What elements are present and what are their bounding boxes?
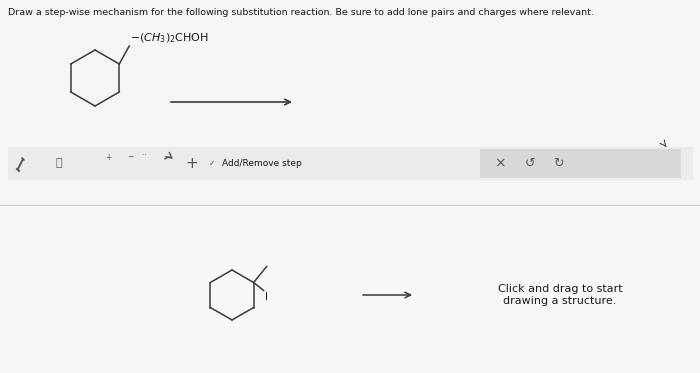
Text: ↺: ↺ xyxy=(525,157,536,169)
Bar xyxy=(140,157,151,168)
Text: $-(CH_3)_2$CHOH: $-(CH_3)_2$CHOH xyxy=(130,31,209,45)
Text: ↻: ↻ xyxy=(553,157,564,169)
Text: Click and drag to start
drawing a structure.: Click and drag to start drawing a struct… xyxy=(498,284,622,306)
Text: ··: ·· xyxy=(142,152,149,158)
Bar xyxy=(0,205,700,373)
Bar xyxy=(8,147,692,179)
Bar xyxy=(118,157,129,168)
Text: −: − xyxy=(127,153,133,162)
Bar xyxy=(96,157,107,168)
Text: I: I xyxy=(265,292,267,303)
Text: ×: × xyxy=(494,156,506,170)
Bar xyxy=(73,157,84,168)
Text: Add/Remove step: Add/Remove step xyxy=(222,159,302,167)
Text: +: + xyxy=(186,156,198,170)
Bar xyxy=(208,158,217,167)
Text: Draw a step-wise mechanism for the following substitution reaction. Be sure to a: Draw a step-wise mechanism for the follo… xyxy=(8,8,594,17)
Text: ✋: ✋ xyxy=(56,158,62,168)
Text: ✓: ✓ xyxy=(209,159,216,167)
Bar xyxy=(480,149,680,177)
Text: +: + xyxy=(105,153,111,162)
